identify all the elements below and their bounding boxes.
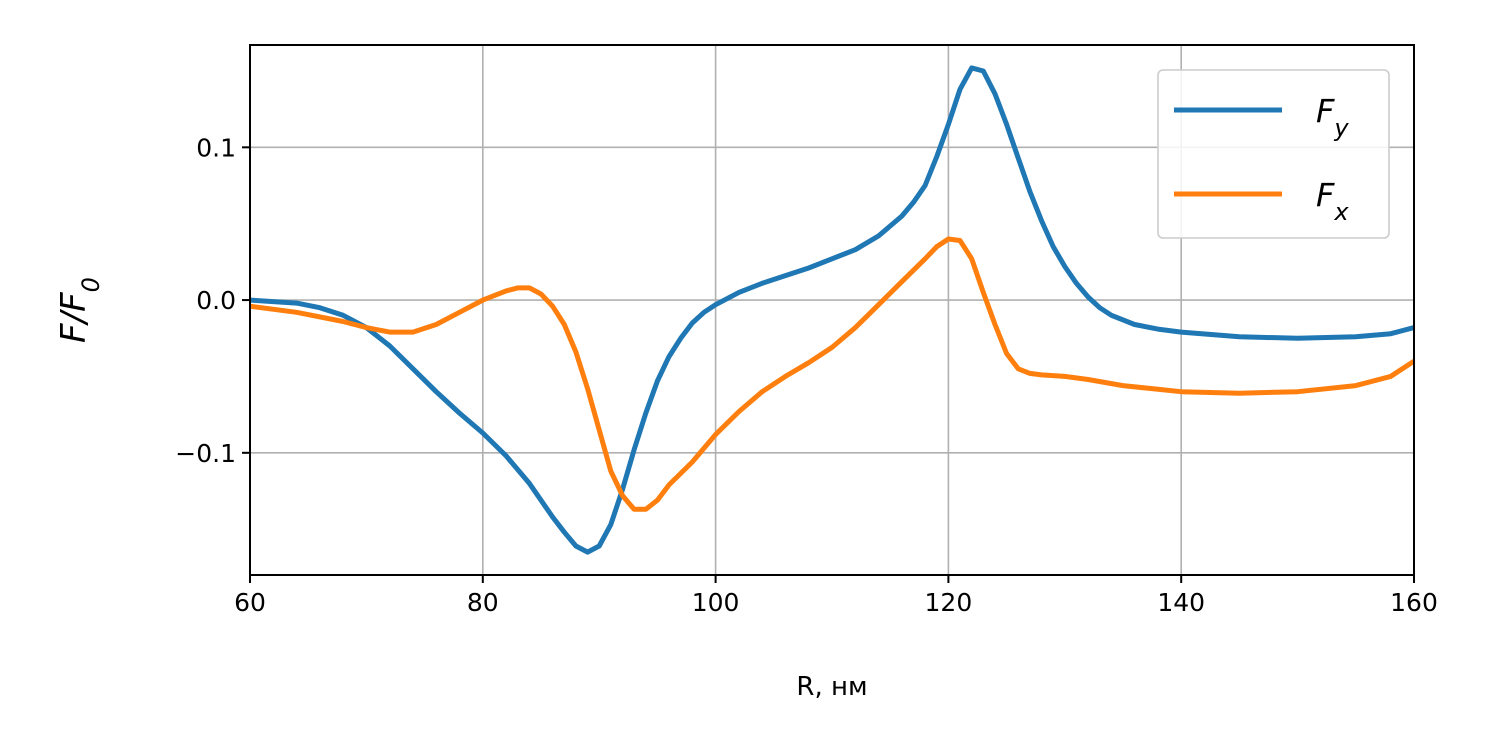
legend-label-fx-base: F [1316, 176, 1335, 214]
legend-label-fx: Fx [1316, 176, 1349, 226]
legend-label-fy: Fy [1316, 92, 1349, 142]
y-tick-label: 0.1 [196, 133, 236, 162]
x-tick-label: 120 [925, 588, 973, 617]
x-tick-label: 80 [467, 588, 499, 617]
legend: Fy Fx [1157, 69, 1390, 239]
series-group [250, 65, 1414, 555]
y-axis-label: F/F0 [54, 277, 105, 343]
y-axis-label-sub: 0 [77, 277, 105, 292]
legend-box [1157, 69, 1390, 239]
x-axis-label: R, нм [796, 672, 867, 702]
series-line-fx [250, 236, 1414, 512]
ticks-group: 60 80 100 120 140 160 −0.1 0.0 0.1 [175, 133, 1438, 617]
series-line-fy [250, 65, 1414, 555]
x-tick-label: 60 [234, 588, 266, 617]
y-tick-label: −0.1 [175, 439, 236, 468]
x-tick-label: 100 [692, 588, 740, 617]
x-tick-label: 160 [1390, 588, 1438, 617]
legend-label-fy-base: F [1316, 92, 1335, 130]
y-axis-label-base: F/F [54, 292, 94, 343]
plot-frame [249, 44, 1415, 576]
y-tick-label: 0.0 [196, 286, 236, 315]
x-tick-label: 140 [1157, 588, 1205, 617]
legend-label-fx-sub: x [1333, 198, 1349, 226]
legend-label-fy-sub: y [1333, 114, 1349, 142]
